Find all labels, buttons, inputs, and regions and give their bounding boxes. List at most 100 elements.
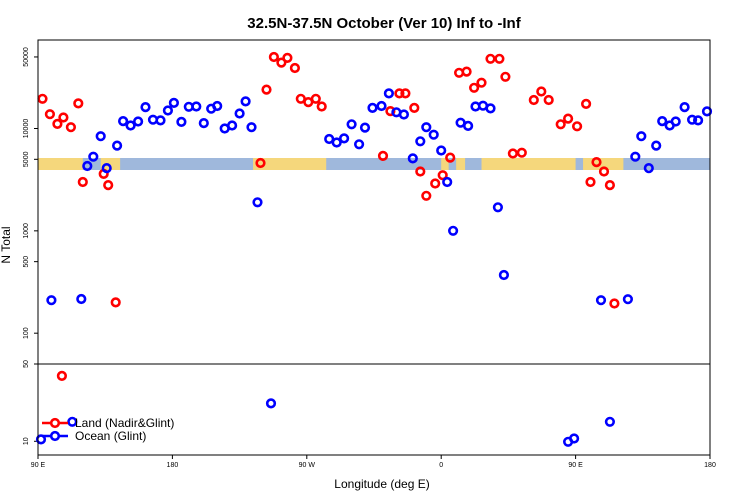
ocean-point	[101, 163, 112, 174]
land-point	[555, 119, 566, 130]
y-tick-label: 500	[23, 256, 30, 268]
y-tick-label: 1000	[23, 223, 30, 239]
x-tick-label: 0	[439, 462, 443, 469]
ocean-point	[82, 160, 93, 172]
land-point	[543, 94, 554, 106]
ocean-point	[252, 197, 263, 208]
land-point	[571, 121, 583, 132]
ocean-point	[265, 398, 277, 409]
plot-frame	[37, 39, 711, 456]
land-point	[282, 52, 293, 64]
y-tick-label: 10000	[23, 119, 30, 139]
ocean-point	[679, 101, 690, 113]
ocean-point	[657, 115, 668, 127]
ocean-point	[234, 108, 245, 119]
ocean-point	[651, 140, 662, 151]
land-point	[65, 122, 76, 133]
land-point	[77, 176, 88, 188]
plot-border	[37, 39, 711, 456]
land-point	[415, 166, 426, 177]
ocean-point	[595, 295, 607, 306]
land-point	[500, 71, 511, 82]
ocean-point	[168, 97, 179, 108]
ocean-point	[622, 294, 634, 305]
ocean-point	[604, 416, 616, 427]
ocean-point	[436, 145, 447, 156]
land-point	[469, 82, 480, 93]
land-point	[394, 88, 405, 99]
ocean-point	[35, 434, 47, 445]
land-point	[58, 112, 69, 123]
land-point	[110, 297, 121, 308]
ocean-point	[686, 114, 698, 125]
land-point	[461, 66, 472, 77]
ocean-point	[198, 117, 209, 129]
land-point	[604, 180, 616, 191]
ocean-point	[421, 122, 432, 133]
ocean-point	[67, 416, 78, 427]
ocean-point	[88, 151, 99, 162]
ocean-point	[46, 295, 57, 306]
land-point	[73, 98, 84, 109]
x-axis-ticks: 90 E 180 90 W 0 90 E 180	[31, 455, 716, 469]
ocean-point	[383, 88, 395, 99]
legend-label: Ocean (Glint)	[75, 429, 146, 443]
ocean-point	[643, 163, 654, 174]
land-point	[276, 57, 287, 68]
y-tick-label: 5000	[23, 151, 30, 167]
ocean-point	[568, 433, 580, 444]
land-point	[255, 157, 266, 169]
ocean-point	[140, 101, 151, 113]
ocean-point	[76, 293, 87, 305]
legend: Land (Nadir&Glint)Ocean (Glint)	[42, 416, 174, 443]
ocean-point	[111, 140, 123, 151]
land-point	[261, 84, 272, 95]
land-point	[44, 109, 56, 120]
land-point	[409, 102, 420, 113]
ocean-point	[428, 129, 439, 140]
ocean-point	[415, 136, 426, 147]
x-axis-label: Longitude (deg E)	[334, 477, 429, 491]
ocean-point	[95, 131, 106, 142]
ocean-point	[630, 151, 641, 162]
land-point	[494, 53, 505, 64]
land-point	[507, 148, 519, 159]
land-point	[528, 94, 539, 106]
ocean-point	[670, 116, 681, 127]
ocean-point	[125, 120, 136, 131]
land-point	[437, 170, 448, 181]
ocean-point	[492, 202, 504, 213]
land-band	[38, 158, 83, 170]
x-tick-label: 180	[167, 462, 179, 469]
ocean-point	[359, 122, 371, 133]
ocean-point	[191, 101, 202, 112]
ocean-point	[246, 122, 257, 133]
ocean-point	[354, 139, 365, 150]
ocean-point	[176, 116, 187, 127]
ocean-point	[240, 96, 251, 107]
land-point	[421, 190, 432, 201]
land-band	[100, 158, 121, 170]
ocean-point	[376, 100, 387, 112]
land-point	[536, 86, 547, 97]
land-point	[310, 93, 321, 104]
chart-title: 32.5N-37.5N October (Ver 10) Inf to -Inf	[247, 15, 521, 32]
ocean-point	[155, 115, 166, 126]
ocean-point	[212, 100, 223, 112]
land-point	[316, 101, 327, 112]
ocean-point	[227, 120, 238, 131]
land-point	[516, 147, 527, 158]
land-point	[37, 93, 48, 104]
ocean-point	[463, 120, 474, 131]
land-band	[441, 158, 449, 170]
y-tick-label: 50000	[23, 47, 30, 67]
ocean-point	[398, 109, 410, 120]
land-point	[377, 150, 389, 161]
ocean-point	[367, 102, 378, 113]
ocean-point	[692, 115, 704, 126]
ocean-point	[442, 176, 453, 188]
legend-marker	[49, 417, 61, 429]
ocean-point	[407, 153, 418, 164]
